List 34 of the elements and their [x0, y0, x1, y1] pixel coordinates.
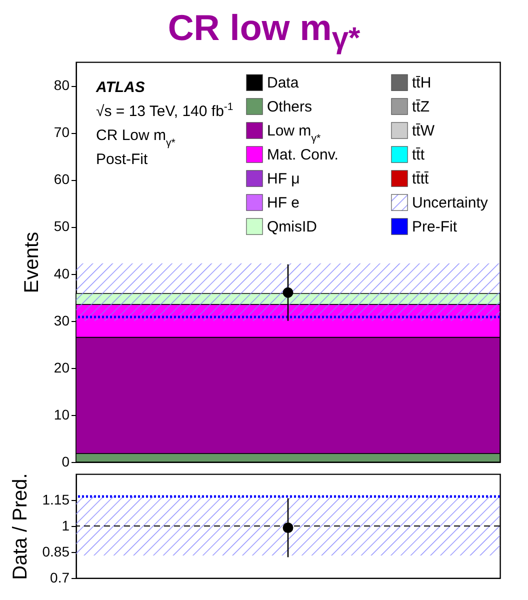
annotation: Post-Fit [96, 151, 149, 168]
legend-label: Data [267, 74, 300, 92]
y-tick-label: 0.85 [42, 544, 70, 560]
y-tick-label: 60 [54, 171, 70, 188]
y-axis-title: Data / Pred. [9, 473, 32, 580]
annotation: √s = 13 TeV, 140 fb$^{-1}$ [96, 101, 234, 120]
y-tick-label: 40 [54, 265, 70, 282]
y-tick-label: 10 [54, 406, 70, 422]
chart-title: CR low m$_{γ*}$ [166, 6, 362, 56]
legend-label: Mat. Conv. [267, 146, 338, 164]
legend-label: tt̄t [412, 146, 426, 164]
legend-label: Pre-Fit [412, 218, 458, 236]
legend-label: tt̄H [412, 74, 432, 92]
legend-label: Low m$_{γ*}$ [267, 122, 321, 144]
legend-label: Uncertainty [412, 194, 488, 212]
legend-label: tt̄W [412, 122, 436, 140]
y-tick-label: 1 [62, 518, 70, 534]
y-tick-label: 0.7 [50, 570, 70, 586]
y-tick-label: 70 [54, 124, 70, 140]
y-tick-label: 0 [62, 454, 70, 470]
y-tick-label: 1.15 [42, 492, 70, 508]
legend-label: Others [267, 98, 312, 116]
annotation: CR Low m$_{γ*}$ [96, 127, 176, 149]
legend-label: QmisID [267, 218, 318, 236]
legend-label: tt̄tt̄ [412, 170, 430, 188]
y-tick-label: 80 [54, 77, 70, 94]
y-tick-label: 30 [54, 312, 70, 328]
y-tick-label: 20 [54, 359, 70, 376]
legend-label: HF μ [267, 170, 300, 188]
annotation: ATLAS [95, 79, 145, 96]
legend-label: tt̄Z [412, 98, 430, 116]
y-axis-title: Events [20, 232, 43, 294]
y-tick-label: 50 [54, 218, 70, 234]
legend-label: HF e [267, 194, 300, 212]
